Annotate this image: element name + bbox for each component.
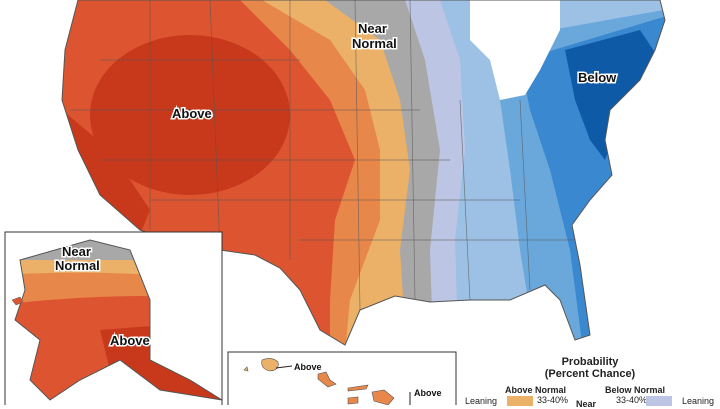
legend-above-header: Above Normal [505, 385, 567, 395]
legend-leaning-right: Leaning [682, 396, 715, 406]
hawaii-islands [243, 358, 395, 405]
label-near: Near [358, 21, 387, 36]
legend-below-range: 33-40% [616, 395, 648, 405]
legend-title: Probability [561, 356, 619, 368]
label-normal: Normal [352, 36, 397, 51]
label-above: Above [172, 106, 212, 121]
legend-swatch-above-33-40 [507, 396, 533, 406]
label-below: Below [578, 70, 617, 85]
legend-leaning-left: Leaning [465, 396, 498, 406]
hawaii-label-above-2: Above [414, 388, 442, 398]
legend-swatch-below-33-40 [646, 396, 672, 406]
legend-near: Near [576, 399, 597, 409]
legend-subtitle: (Percent Chance) [544, 368, 636, 380]
hawaii-label-above-1: Above [294, 362, 322, 372]
alaska-label-normal: Normal [55, 258, 100, 273]
legend-above-range: 33-40% [537, 395, 569, 405]
alaska-label-near: Near [62, 244, 91, 259]
alaska-label-above: Above [110, 333, 150, 348]
legend-below-header: Below Normal [605, 385, 666, 395]
